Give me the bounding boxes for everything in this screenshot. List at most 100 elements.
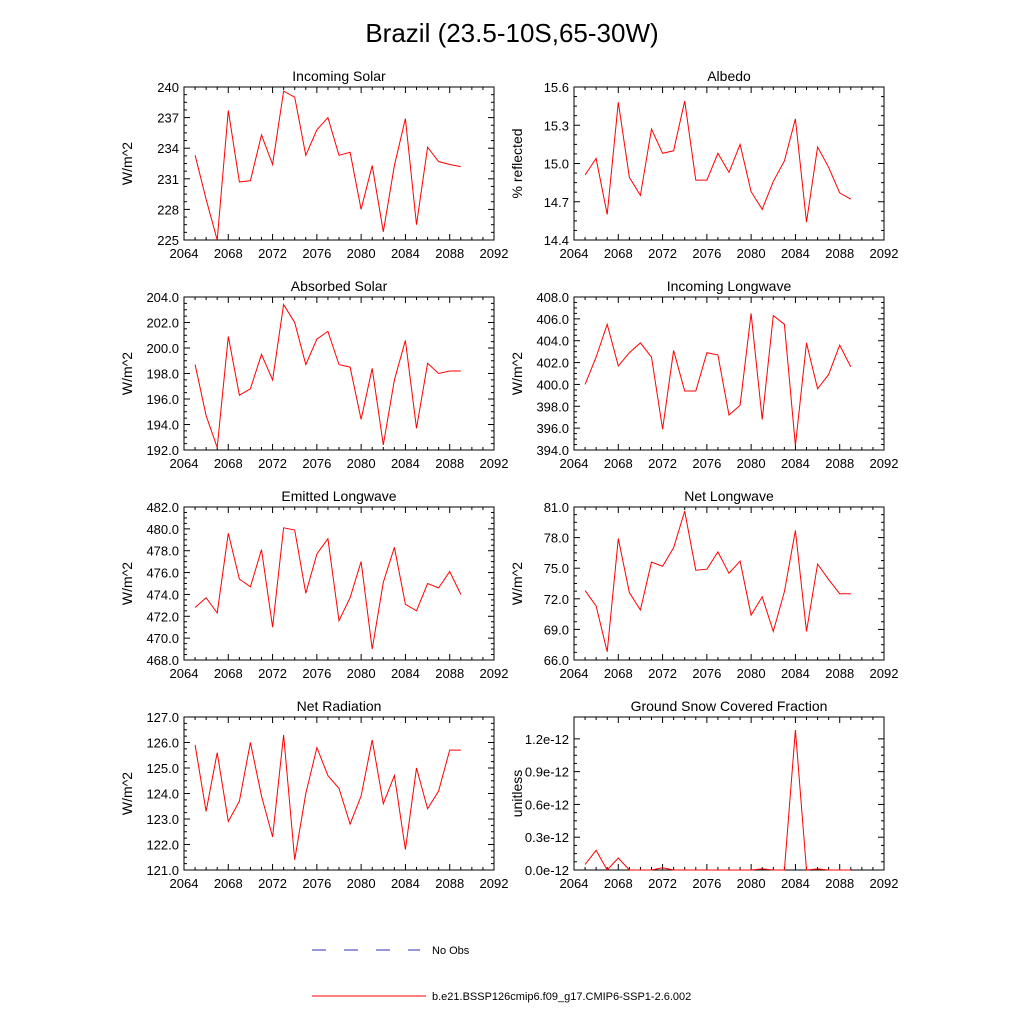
x-tick-label: 2076 xyxy=(302,876,331,891)
series-line xyxy=(195,305,461,448)
y-tick-label: 476.0 xyxy=(146,566,179,581)
plot-frame xyxy=(574,297,884,450)
figure-title: Brazil (23.5-10S,65-30W) xyxy=(365,18,658,48)
y-tick-label: 78.0 xyxy=(544,531,569,546)
x-tick-label: 2080 xyxy=(347,666,376,681)
plot-frame xyxy=(574,717,884,870)
x-tick-label: 2088 xyxy=(825,666,854,681)
plot-frame xyxy=(184,507,494,660)
x-tick-label: 2092 xyxy=(480,246,509,261)
x-tick-label: 2072 xyxy=(648,456,677,471)
y-axis-label: W/m^2 xyxy=(509,562,525,605)
x-tick-label: 2084 xyxy=(781,876,810,891)
y-axis-label: W/m^2 xyxy=(119,352,135,395)
x-tick-label: 2064 xyxy=(170,876,199,891)
plot-frame xyxy=(184,297,494,450)
x-tick-label: 2068 xyxy=(604,876,633,891)
y-tick-label: 482.0 xyxy=(146,500,179,515)
y-tick-label: 72.0 xyxy=(544,592,569,607)
y-tick-label: 468.0 xyxy=(146,653,179,668)
y-tick-label: 204.0 xyxy=(146,290,179,305)
y-tick-label: 404.0 xyxy=(536,334,569,349)
y-tick-label: 121.0 xyxy=(146,863,179,878)
y-tick-label: 470.0 xyxy=(146,631,179,646)
y-tick-label: 200.0 xyxy=(146,341,179,356)
series-line xyxy=(585,511,851,652)
y-tick-label: 15.0 xyxy=(544,157,569,172)
panel-title: Albedo xyxy=(707,68,751,84)
x-tick-label: 2072 xyxy=(258,876,287,891)
panels: Incoming Solar W/m^2 2064 2068 2072 2076 2080 2… xyxy=(119,68,898,891)
panel-2: Absorbed Solar W/m^2 2064 2068 2072 2076 2080 2… xyxy=(119,278,508,471)
x-tick-label: 2092 xyxy=(870,246,899,261)
panel-title: Emitted Longwave xyxy=(281,488,396,504)
y-tick-label: 192.0 xyxy=(146,443,179,458)
y-tick-label: 237 xyxy=(157,111,179,126)
series-line xyxy=(195,91,461,240)
x-tick-label: 2092 xyxy=(480,456,509,471)
x-tick-label: 2088 xyxy=(825,456,854,471)
x-tick-label: 2092 xyxy=(480,666,509,681)
y-tick-label: 472.0 xyxy=(146,609,179,624)
y-tick-label: 198.0 xyxy=(146,367,179,382)
y-tick-label: 127.0 xyxy=(146,710,179,725)
x-tick-label: 2068 xyxy=(214,456,243,471)
plot-frame xyxy=(574,507,884,660)
figure: Brazil (23.5-10S,65-30W) No Obs b.e21.BS… xyxy=(0,0,1024,1024)
x-tick-label: 2064 xyxy=(560,666,589,681)
series-line xyxy=(585,101,851,222)
y-tick-label: 15.6 xyxy=(544,80,569,95)
y-tick-label: 66.0 xyxy=(544,653,569,668)
x-tick-label: 2084 xyxy=(391,456,420,471)
x-tick-label: 2072 xyxy=(258,666,287,681)
y-tick-label: 75.0 xyxy=(544,561,569,576)
x-tick-label: 2088 xyxy=(435,456,464,471)
x-tick-label: 2068 xyxy=(604,456,633,471)
x-tick-label: 2080 xyxy=(347,246,376,261)
series-line xyxy=(195,735,461,860)
panel-title: Incoming Solar xyxy=(292,68,386,84)
x-tick-label: 2088 xyxy=(435,666,464,681)
x-tick-label: 2068 xyxy=(214,666,243,681)
series-line xyxy=(585,313,851,445)
y-tick-label: 124.0 xyxy=(146,787,179,802)
x-tick-label: 2064 xyxy=(170,246,199,261)
x-tick-label: 2080 xyxy=(737,246,766,261)
x-tick-label: 2076 xyxy=(692,456,721,471)
x-tick-label: 2076 xyxy=(302,456,331,471)
y-tick-label: 122.0 xyxy=(146,838,179,853)
y-tick-label: 394.0 xyxy=(536,443,569,458)
y-tick-label: 408.0 xyxy=(536,290,569,305)
x-tick-label: 2068 xyxy=(214,876,243,891)
y-axis-label: % reflected xyxy=(509,128,525,198)
panel-title: Net Radiation xyxy=(297,698,382,714)
x-tick-label: 2068 xyxy=(604,246,633,261)
x-tick-label: 2076 xyxy=(302,246,331,261)
panel-3: Incoming Longwave W/m^2 2064 2068 2072 2076 20… xyxy=(509,278,898,471)
y-tick-label: 126.0 xyxy=(146,736,179,751)
panel-title: Net Longwave xyxy=(684,488,774,504)
panel-7: Ground Snow Covered Fraction unitless 2064… xyxy=(509,698,898,891)
y-tick-label: 194.0 xyxy=(146,418,179,433)
x-tick-label: 2092 xyxy=(480,876,509,891)
y-tick-label: 14.4 xyxy=(544,233,569,248)
panel-0: Incoming Solar W/m^2 2064 2068 2072 2076 2080 2… xyxy=(119,68,508,261)
y-tick-label: 400.0 xyxy=(536,377,569,392)
legend-label-model: b.e21.BSSP126cmip6.f09_g17.CMIP6-SSP1-2.… xyxy=(432,991,691,1003)
y-tick-label: 406.0 xyxy=(536,312,569,327)
legend: No Obs b.e21.BSSP126cmip6.f09_g17.CMIP6-… xyxy=(312,945,691,1003)
x-tick-label: 2084 xyxy=(781,666,810,681)
x-tick-label: 2080 xyxy=(737,876,766,891)
x-tick-label: 2080 xyxy=(737,456,766,471)
y-axis-label: W/m^2 xyxy=(119,142,135,185)
panel-title: Ground Snow Covered Fraction xyxy=(631,698,828,714)
y-tick-label: 474.0 xyxy=(146,587,179,602)
x-tick-label: 2072 xyxy=(258,246,287,261)
x-tick-label: 2076 xyxy=(692,876,721,891)
x-tick-label: 2076 xyxy=(302,666,331,681)
y-tick-label: 196.0 xyxy=(146,392,179,407)
x-tick-label: 2076 xyxy=(692,246,721,261)
x-tick-label: 2092 xyxy=(870,666,899,681)
x-tick-label: 2068 xyxy=(214,246,243,261)
y-tick-label: 14.7 xyxy=(544,195,569,210)
